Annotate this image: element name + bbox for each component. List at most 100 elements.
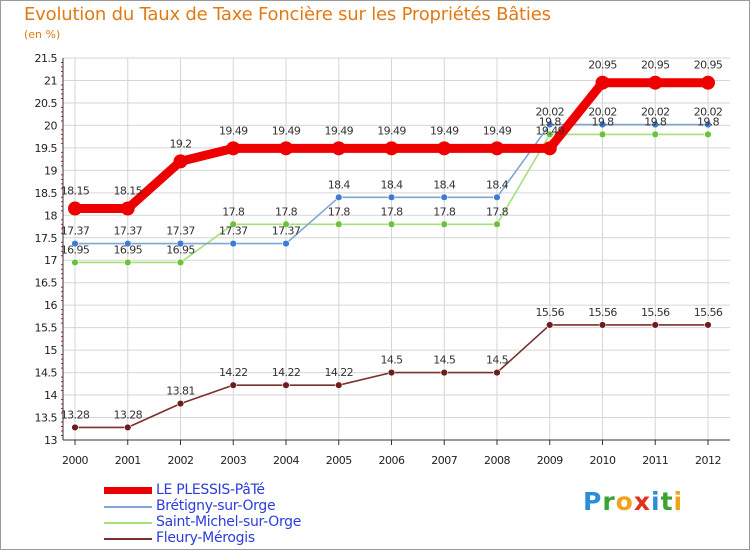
y-tick-label: 16.5 [35, 277, 58, 290]
y-tick-label: 19.5 [35, 142, 58, 155]
x-axis-ticks: 2000 2001 2002 2003 2004 2005 2006 2007 2008 2009… [62, 454, 722, 467]
data-label: 14.5 [486, 354, 509, 367]
data-label: 17.8 [275, 205, 298, 218]
data-point [335, 381, 343, 389]
data-point [595, 75, 610, 90]
data-point [648, 75, 663, 90]
x-tick-label: 2005 [326, 454, 352, 467]
data-labels: 13.28 13.28 13.81 14.22 14.22 14.22 14.5 14.5 14… [61, 59, 724, 422]
data-point [493, 368, 501, 377]
data-label: 16.95 [61, 243, 90, 256]
logo-letter: t [660, 487, 674, 516]
x-tick-label: 2008 [484, 454, 510, 467]
x-tick-label: 2009 [537, 454, 563, 467]
legend-swatch [104, 522, 152, 524]
data-point [651, 120, 659, 129]
data-point [701, 75, 715, 90]
data-label: 17.37 [219, 225, 248, 238]
legend-swatch [104, 506, 152, 508]
data-point [176, 239, 185, 248]
data-label: 19.49 [377, 124, 406, 137]
data-label: 14.22 [325, 366, 354, 379]
legend-item: LE PLESSIS-PâTé [104, 482, 364, 499]
data-point [704, 321, 712, 329]
x-tick-label: 2012 [695, 454, 721, 467]
logo-letter: o [615, 487, 634, 516]
data-point [598, 120, 607, 129]
data-point [176, 258, 185, 267]
y-tick-label: 17.5 [35, 232, 58, 245]
data-point [440, 220, 448, 228]
data-label: 18.4 [380, 178, 403, 191]
data-point [226, 141, 241, 156]
data-label: 17.8 [486, 205, 509, 218]
data-point [490, 141, 504, 156]
data-point [282, 220, 290, 228]
data-point [173, 154, 188, 169]
legend-item: Saint-Michel-sur-Orge [104, 514, 364, 531]
data-label: 19.49 [483, 124, 512, 137]
data-point [542, 141, 557, 156]
data-label: 18.4 [433, 178, 456, 191]
data-point [387, 220, 396, 228]
data-point [440, 193, 448, 202]
data-label: 17.8 [380, 205, 403, 218]
x-tick-label: 2003 [220, 454, 246, 467]
data-point [387, 368, 396, 377]
data-point [120, 201, 135, 216]
data-point [387, 193, 396, 202]
data-label: 20.95 [641, 59, 670, 72]
data-point [282, 381, 290, 389]
data-label: 19.8 [644, 115, 667, 128]
data-label: 19.49 [325, 124, 354, 137]
y-axis-ticks: 13 13.5 14 14.5 15 15.5 16 16.5 17 17.5 18 18.5 19 19… [35, 52, 58, 447]
y-tick-label: 17 [44, 254, 57, 267]
data-label: 18.15 [114, 185, 143, 198]
y-tick-label: 15.5 [35, 322, 58, 335]
legend-item: Fleury-Mérogis [104, 530, 364, 547]
data-point [546, 130, 554, 139]
data-point [124, 258, 132, 267]
data-label: 19.8 [591, 115, 614, 128]
data-point [229, 220, 237, 228]
y-tick-label: 21 [44, 74, 57, 87]
data-label: 14.22 [272, 366, 301, 379]
data-label: 18.4 [328, 178, 351, 191]
data-label: 19.8 [539, 115, 562, 128]
data-point [124, 239, 132, 248]
data-point [598, 130, 607, 139]
data-point [279, 141, 293, 156]
x-tick-label: 2004 [273, 454, 299, 467]
data-point [282, 239, 290, 248]
data-label: 16.95 [114, 243, 143, 256]
legend-label: Brétigny-sur-Orge [156, 498, 276, 514]
grid-lines [63, 57, 730, 441]
data-label: 19.49 [272, 124, 301, 137]
data-label: 13.28 [61, 408, 90, 421]
data-label: 14.22 [219, 366, 248, 379]
y-tick-label: 13 [44, 434, 57, 447]
y-tick-label: 20.5 [35, 97, 58, 110]
data-label: 16.95 [166, 243, 195, 256]
data-label: 20.02 [641, 106, 670, 119]
logo-letter: P [583, 487, 603, 516]
data-point [71, 239, 79, 248]
data-point [71, 258, 79, 267]
data-label: 17.8 [222, 205, 245, 218]
logo-letter: i [673, 487, 684, 516]
y-tick-label: 21.5 [35, 52, 58, 65]
data-point [651, 321, 659, 329]
logo-letter: i [651, 487, 661, 516]
data-label: 13.81 [166, 385, 195, 398]
data-label: 19.49 [219, 124, 248, 137]
data-label: 17.37 [166, 225, 195, 238]
data-label: 15.56 [588, 306, 617, 319]
data-label: 15.56 [694, 306, 723, 319]
data-label: 19.2 [169, 137, 191, 150]
x-tick-label: 2006 [379, 454, 405, 467]
data-point [229, 239, 237, 248]
data-point [437, 141, 452, 156]
data-label: 19.49 [536, 124, 565, 137]
data-label: 17.8 [328, 205, 351, 218]
